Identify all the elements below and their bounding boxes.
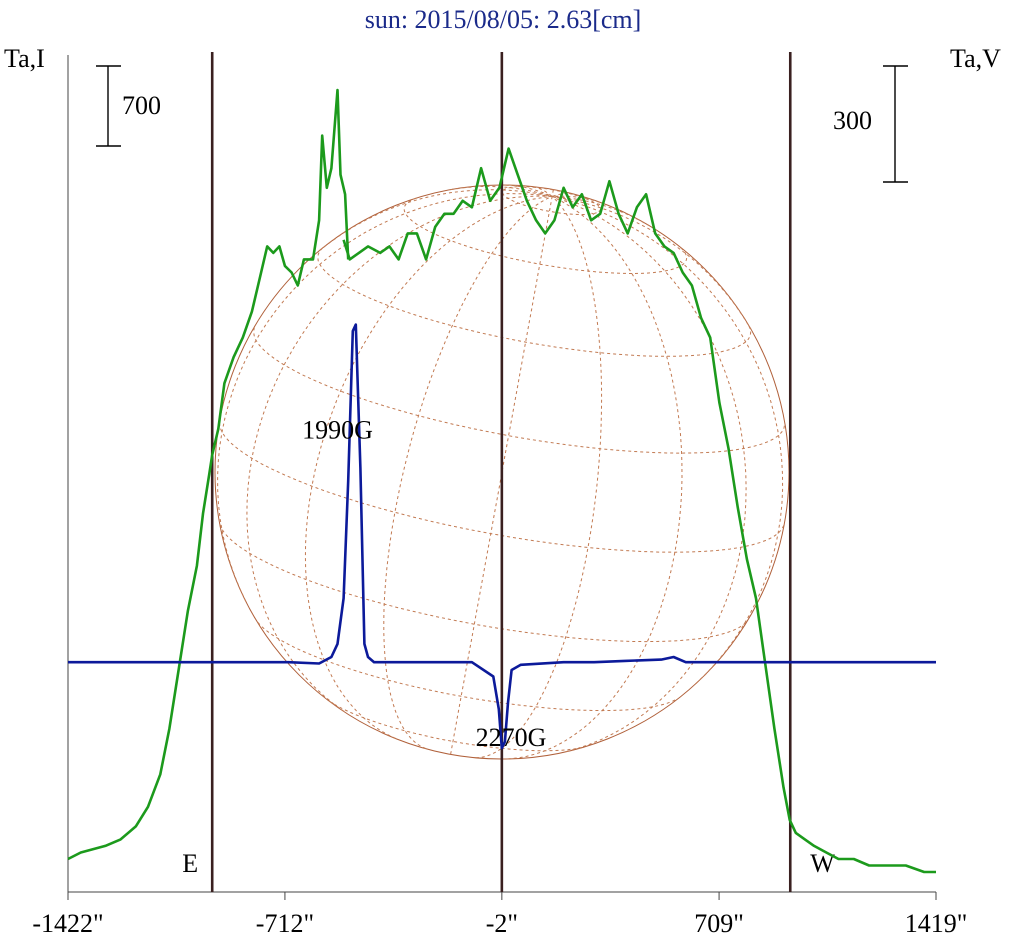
field-strength-label: 1990G <box>302 416 373 445</box>
solar-grid-meridian <box>383 195 553 750</box>
solar-grid-meridian <box>217 193 553 602</box>
chart-title: sun: 2015/08/05: 2.63[cm] <box>365 5 642 34</box>
right-scale-bar-label: 300 <box>833 106 872 135</box>
solar-grid-meridian <box>246 195 553 712</box>
solar-grid-meridian <box>551 195 784 684</box>
field-annotations: 1990G 2270G <box>302 416 546 753</box>
x-axis-ticks: -1422" -712" -2" 709" 1419" <box>32 892 967 938</box>
field-strength-label: 2270G <box>476 723 547 752</box>
x-tick-label: 1419" <box>905 909 968 938</box>
series-line-i-cont <box>342 147 936 874</box>
solar-grid-meridian <box>318 189 553 252</box>
solar-grid-meridian <box>304 195 553 739</box>
left-scale-bar <box>96 65 121 147</box>
x-tick-label: -712" <box>256 909 314 938</box>
solar-grid-parallel <box>403 197 688 275</box>
series-line-v <box>68 323 936 750</box>
solar-grid-meridian <box>505 184 553 197</box>
x-tick-label: -2" <box>486 909 518 938</box>
solar-grid <box>217 184 786 760</box>
solar-grid-meridian <box>507 195 683 760</box>
solar-grid-parallel <box>317 247 752 357</box>
left-axis-label: Ta,I <box>4 44 45 73</box>
solar-grid-parallel <box>328 700 584 752</box>
left-scale-bar-label: 700 <box>122 91 161 120</box>
solar-grid-meridian <box>551 195 747 753</box>
right-scale-bar <box>883 65 908 183</box>
solar-grid-meridian <box>475 196 603 759</box>
solar-grid-meridian <box>552 195 600 203</box>
east-limb-label: E <box>182 849 198 878</box>
solar-grid-parallel <box>257 622 678 712</box>
right-axis-label: Ta,V <box>950 44 1001 73</box>
solar-grid-parallel <box>501 186 602 216</box>
west-limb-label: W <box>810 849 835 878</box>
solar-grid-meridian <box>551 189 554 197</box>
data-series <box>67 88 936 874</box>
series-line-i <box>67 88 350 861</box>
x-tick-label: -1422" <box>32 909 103 938</box>
solar-grid-meridian <box>552 195 752 330</box>
solar-grid-meridian <box>450 196 553 755</box>
x-tick-label: 709" <box>694 909 744 938</box>
